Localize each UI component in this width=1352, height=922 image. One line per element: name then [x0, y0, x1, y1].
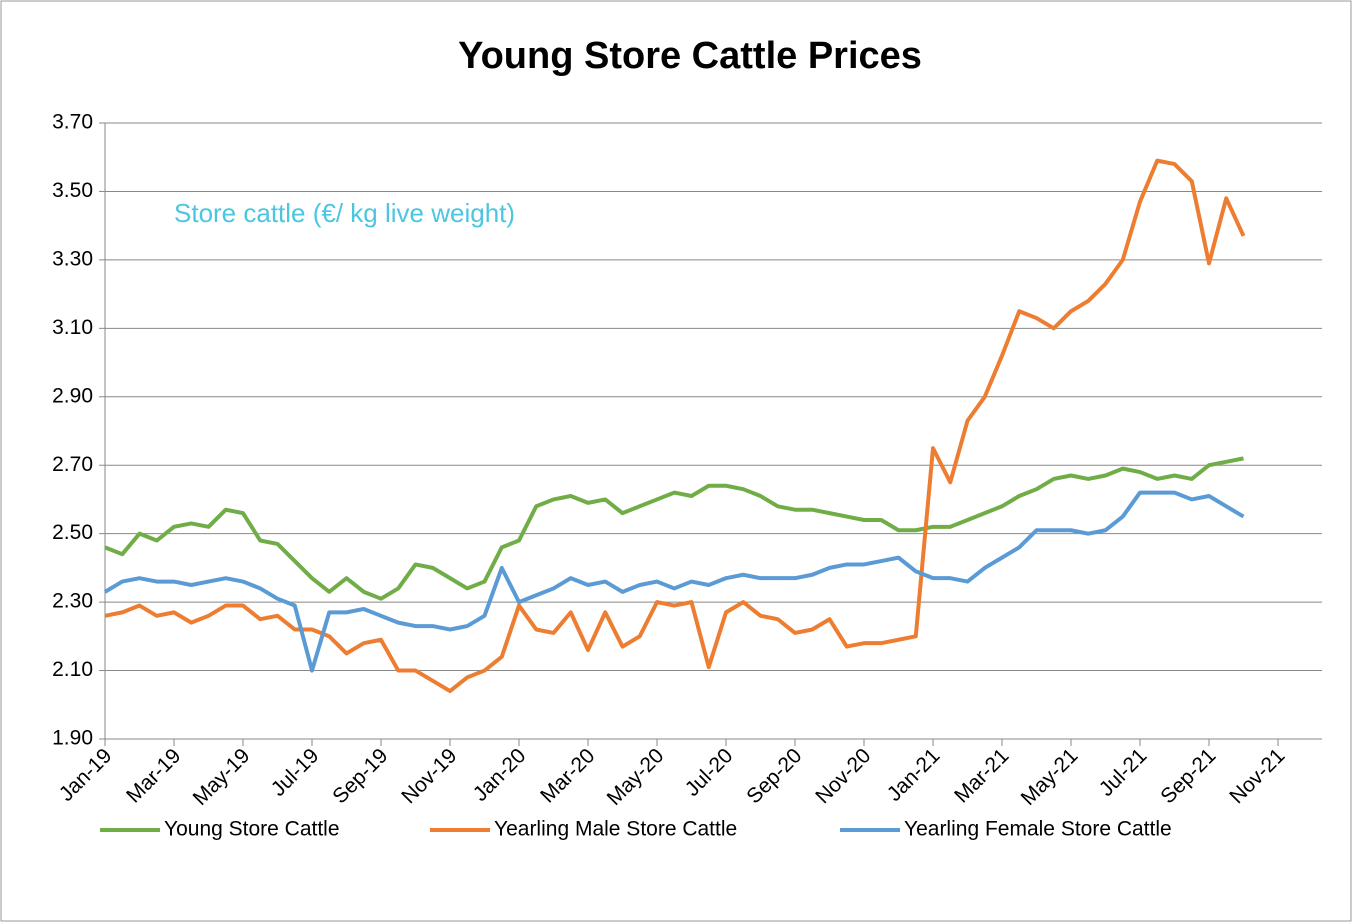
series-line	[103, 490, 1245, 673]
y-tick-label: 2.90	[52, 384, 93, 407]
legend-label: Yearling Female Store Cattle	[904, 818, 1172, 841]
y-tick-label: 3.30	[52, 247, 93, 270]
legend-label: Young Store Cattle	[164, 818, 340, 841]
y-tick-label: 3.50	[52, 179, 93, 202]
y-tick-label: 2.30	[52, 590, 93, 613]
y-tick-label: 2.50	[52, 521, 93, 544]
y-tick-label: 2.10	[52, 658, 93, 681]
y-tick-label: 1.90	[52, 727, 93, 750]
y-tick-label: 2.70	[52, 453, 93, 476]
y-tick-label: 3.10	[52, 316, 93, 339]
y-tick-label: 3.70	[52, 111, 93, 134]
series-line	[104, 158, 1246, 694]
annotation: Store cattle (€/ kg live weight)	[174, 198, 515, 228]
series-line	[104, 456, 1244, 601]
legend-label: Yearling Male Store Cattle	[494, 818, 737, 841]
chart-title: Young Store Cattle Prices	[458, 35, 922, 77]
